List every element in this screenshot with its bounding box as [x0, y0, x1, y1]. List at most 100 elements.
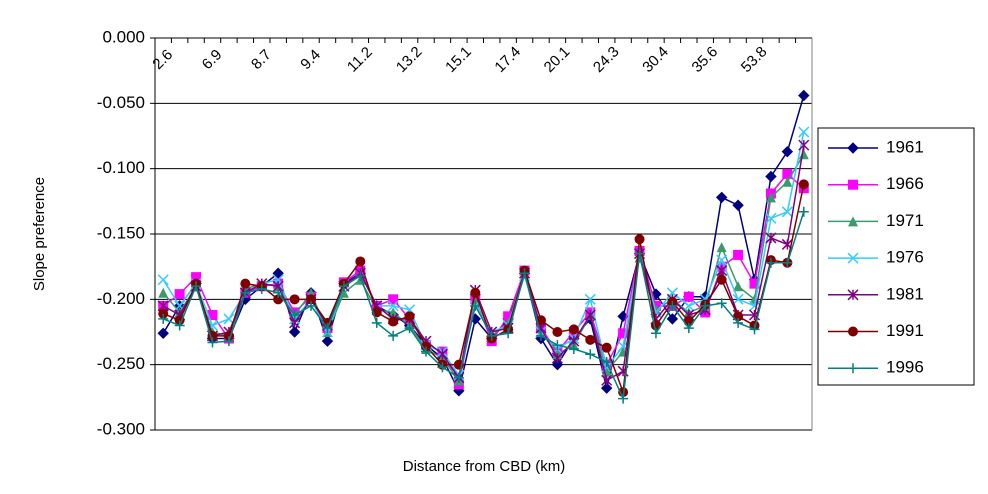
data-point	[716, 254, 728, 266]
data-point	[552, 327, 563, 337]
data-point	[535, 330, 546, 341]
data-point	[322, 323, 333, 334]
legend-box	[817, 127, 975, 386]
data-point	[600, 382, 613, 394]
data-point	[585, 334, 596, 345]
data-point	[174, 289, 185, 300]
data-point	[388, 307, 399, 318]
data-point	[453, 372, 464, 383]
data-point	[733, 249, 744, 260]
data-point	[240, 278, 251, 289]
series-line	[162, 131, 805, 377]
data-point	[716, 265, 728, 277]
y-tick-label: -0.200	[97, 289, 145, 308]
data-point	[782, 168, 793, 179]
data-point	[568, 324, 579, 335]
y-tick-label: 0.000	[102, 27, 145, 46]
data-point	[388, 316, 399, 327]
data-point	[650, 328, 661, 339]
data-point	[601, 342, 612, 353]
data-point	[601, 374, 613, 386]
data-point	[733, 317, 744, 328]
data-point	[289, 294, 300, 305]
data-point	[782, 176, 793, 187]
y-axis-title: Slope preference	[31, 177, 48, 291]
data-point	[584, 293, 596, 305]
data-point	[273, 287, 284, 298]
data-point	[568, 343, 579, 354]
data-point	[158, 308, 169, 319]
data-point	[470, 287, 481, 298]
data-point	[388, 330, 399, 341]
data-point	[782, 257, 793, 268]
data-point	[158, 313, 169, 324]
data-point	[601, 357, 612, 368]
legend-label: 1966	[886, 174, 924, 193]
data-point	[798, 139, 810, 151]
data-point	[207, 310, 218, 321]
data-point	[191, 281, 202, 292]
data-point	[798, 206, 809, 217]
data-point	[289, 310, 300, 321]
data-point	[732, 293, 744, 305]
y-tick-label: -0.100	[97, 158, 145, 177]
data-point	[551, 352, 563, 364]
data-point	[174, 320, 185, 331]
data-point	[798, 89, 810, 102]
y-tick-label: -0.150	[97, 223, 145, 242]
data-point	[272, 267, 284, 279]
x-axis-title: Distance from CBD (km)	[403, 458, 566, 475]
data-point	[781, 206, 793, 218]
data-point	[288, 326, 301, 338]
data-point	[158, 287, 169, 298]
legend-label: 1971	[886, 211, 924, 230]
legend-marker	[847, 289, 859, 301]
data-point	[666, 313, 679, 325]
data-point	[798, 179, 809, 190]
data-point	[157, 274, 169, 286]
data-point	[765, 257, 776, 268]
y-tick-label: -0.050	[97, 93, 145, 112]
data-point	[798, 126, 810, 138]
data-point	[503, 311, 514, 322]
data-point	[321, 335, 334, 347]
data-point	[355, 270, 366, 281]
legend-marker	[847, 142, 859, 154]
data-point	[700, 300, 711, 311]
data-point	[470, 300, 481, 311]
legend-label: 1961	[886, 137, 924, 156]
y-tick-label: -0.250	[97, 354, 145, 373]
data-point	[585, 349, 596, 360]
data-point	[634, 234, 645, 245]
data-point	[207, 337, 218, 348]
legend-label: 1981	[886, 284, 924, 303]
data-point	[765, 212, 777, 224]
data-point	[421, 346, 432, 357]
data-point	[716, 298, 727, 309]
data-point	[371, 317, 382, 328]
data-point	[388, 294, 399, 305]
legend-marker	[848, 326, 858, 337]
data-point	[683, 323, 694, 334]
data-point	[404, 323, 415, 334]
data-point	[667, 300, 678, 311]
data-point	[552, 340, 563, 351]
legend-label: 1991	[886, 321, 924, 340]
legend-label: 1976	[886, 248, 924, 267]
data-point	[634, 248, 645, 259]
legend-marker	[848, 216, 858, 227]
legend-marker	[847, 252, 859, 264]
data-point	[551, 358, 564, 371]
data-point	[601, 366, 612, 377]
data-point	[355, 256, 366, 267]
data-point	[683, 291, 694, 302]
data-point	[503, 328, 514, 339]
data-point	[765, 192, 776, 203]
data-point	[732, 199, 744, 211]
series-line	[162, 95, 805, 393]
data-point	[157, 327, 169, 340]
y-tick-label: -0.300	[97, 419, 145, 438]
series-line	[162, 211, 805, 402]
data-point	[306, 294, 317, 305]
data-point	[683, 300, 695, 312]
